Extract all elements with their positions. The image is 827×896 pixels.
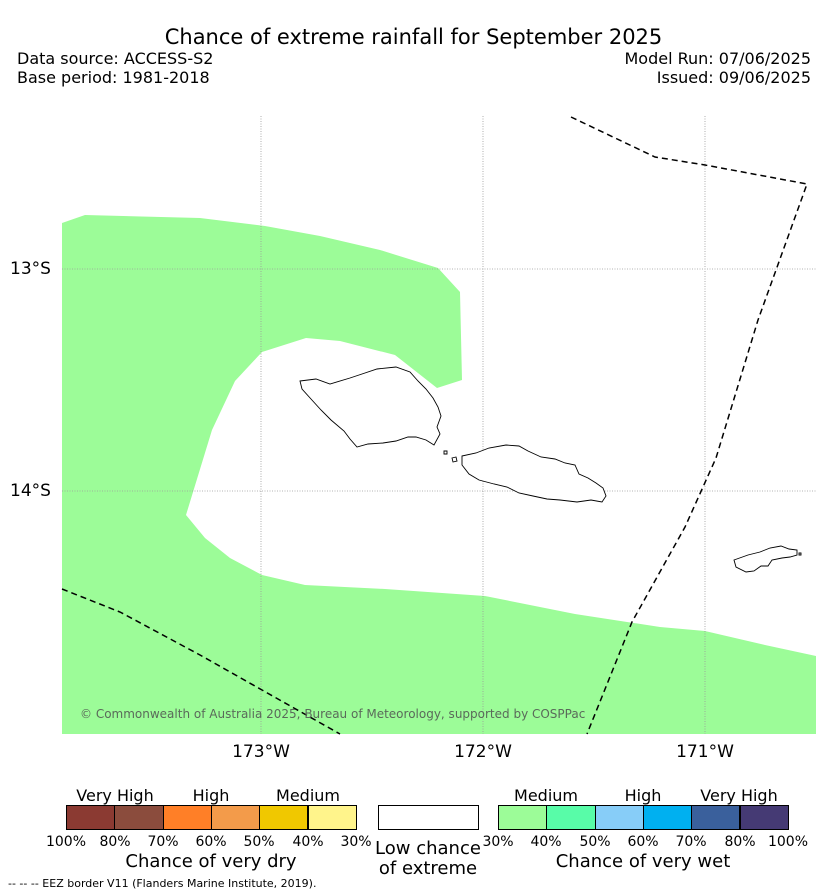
legend-dry-swatch — [259, 805, 309, 830]
lon-tick-label: 173°W — [232, 742, 290, 762]
island-manono — [451, 456, 458, 463]
legend-dry-pct: 70% — [147, 834, 179, 850]
graticule — [62, 116, 816, 734]
legend-wet-caption: Chance of very wet — [555, 851, 731, 872]
island-aunuu — [798, 552, 802, 556]
lat-tick-label: 14°S — [10, 481, 51, 501]
copyright-notice: © Commonwealth of Australia 2025, Bureau… — [80, 707, 586, 721]
legend-low-swatch — [378, 805, 479, 830]
legend-wet-swatch — [642, 805, 693, 830]
lon-tick-label: 172°W — [454, 742, 512, 762]
legend-wet-swatch — [691, 805, 741, 830]
legend-dry-swatch — [114, 805, 164, 830]
legend-wet-header: Very High — [700, 786, 778, 805]
legend-wet-pct: 30% — [482, 834, 514, 850]
island-upolu — [461, 444, 607, 503]
legend-wet-swatch — [739, 805, 789, 830]
eez-border-southwest — [61, 588, 341, 735]
legend-wet-pct: 80% — [724, 834, 756, 850]
island-tutuila — [733, 545, 798, 573]
legend-dry-pct: 30% — [340, 834, 372, 850]
legend-dry-swatch — [307, 805, 357, 830]
model-run: Model Run: 07/06/2025 — [624, 49, 812, 68]
data-source: Data source: ACCESS-S2 — [17, 49, 214, 68]
legend-wet-pct: 50% — [579, 834, 611, 850]
legend-wet-header: Medium — [514, 786, 578, 805]
legend-wet-pct: 70% — [675, 834, 707, 850]
legend-wet-header: High — [624, 786, 662, 805]
legend-low-caption: Low chance — [375, 838, 481, 859]
eez-border-north — [570, 116, 809, 735]
legend-dry-pct: 80% — [99, 834, 131, 850]
eez-border — [61, 116, 809, 735]
legend-dry-header: High — [192, 786, 230, 805]
legend-wet-swatch — [594, 805, 644, 830]
legend-dry-caption: Chance of very dry — [125, 851, 297, 872]
lon-tick-label: 171°W — [676, 742, 734, 762]
lat-tick-label: 13°S — [10, 259, 51, 279]
island-apolima — [443, 450, 448, 455]
islands — [299, 366, 802, 573]
legend-wet-swatch — [546, 805, 596, 830]
legend-dry-swatch — [66, 805, 116, 830]
legend-dry-pct: 60% — [195, 834, 227, 850]
base-period: Base period: 1981-2018 — [17, 68, 210, 87]
legend-dry-pct: 50% — [243, 834, 275, 850]
legend-dry-header: Very High — [76, 786, 154, 805]
legend-low-caption: of extreme — [378, 858, 478, 879]
legend-dry-swatch — [162, 805, 212, 830]
legend-dry-pct: 40% — [292, 834, 324, 850]
wet-medium-region — [62, 215, 816, 734]
island-savaii — [299, 366, 442, 448]
legend-dry-pct: 100% — [45, 834, 87, 850]
eez-footnote: -- -- -- EEZ border V11 (Flanders Marine… — [8, 877, 317, 890]
legend-wet-swatch — [498, 805, 548, 830]
legend-wet-pct: 60% — [627, 834, 659, 850]
chart-title: Chance of extreme rainfall for September… — [164, 25, 663, 49]
issued-date: Issued: 09/06/2025 — [656, 68, 811, 87]
legend-wet-pct: 40% — [530, 834, 562, 850]
legend-wet-pct: 100% — [767, 834, 809, 850]
legend-dry-swatch — [210, 805, 261, 830]
legend-dry-header: Medium — [276, 786, 340, 805]
